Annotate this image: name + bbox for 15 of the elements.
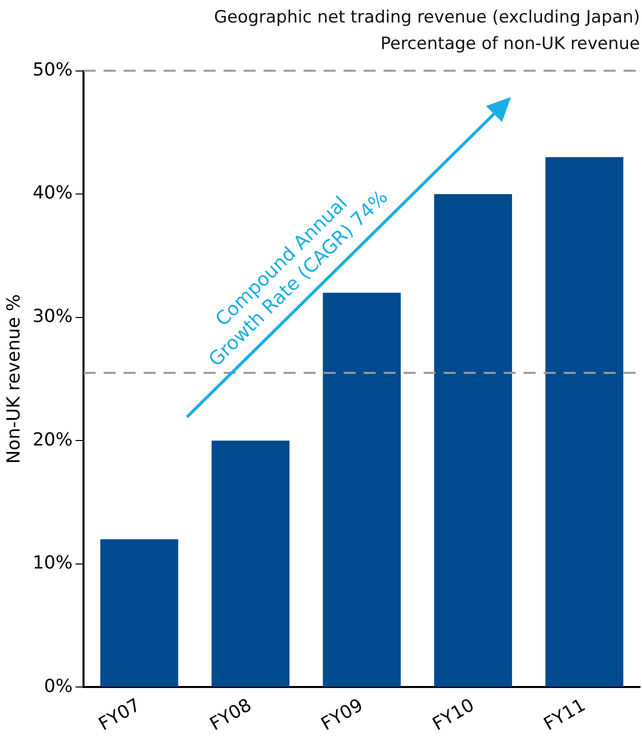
bar bbox=[545, 157, 624, 687]
y-axis-title: Non-UK revenue % bbox=[3, 294, 24, 464]
bar bbox=[434, 194, 512, 687]
bar bbox=[100, 539, 178, 687]
bar bbox=[212, 440, 290, 687]
x-tick-label: FY11 bbox=[540, 694, 590, 736]
y-tick-label: 40% bbox=[32, 182, 73, 204]
chart-title: Geographic net trading revenue (excluding Japan) bbox=[214, 8, 640, 28]
y-tick-label: 0% bbox=[44, 676, 73, 697]
y-tick-label: 30% bbox=[32, 306, 73, 328]
y-tick-label: 50% bbox=[32, 59, 73, 80]
bar bbox=[322, 292, 401, 687]
y-tick-label: 10% bbox=[32, 552, 73, 574]
chart-subtitle: Percentage of non-UK revenue bbox=[380, 34, 640, 54]
y-tick-label: 20% bbox=[32, 429, 73, 450]
